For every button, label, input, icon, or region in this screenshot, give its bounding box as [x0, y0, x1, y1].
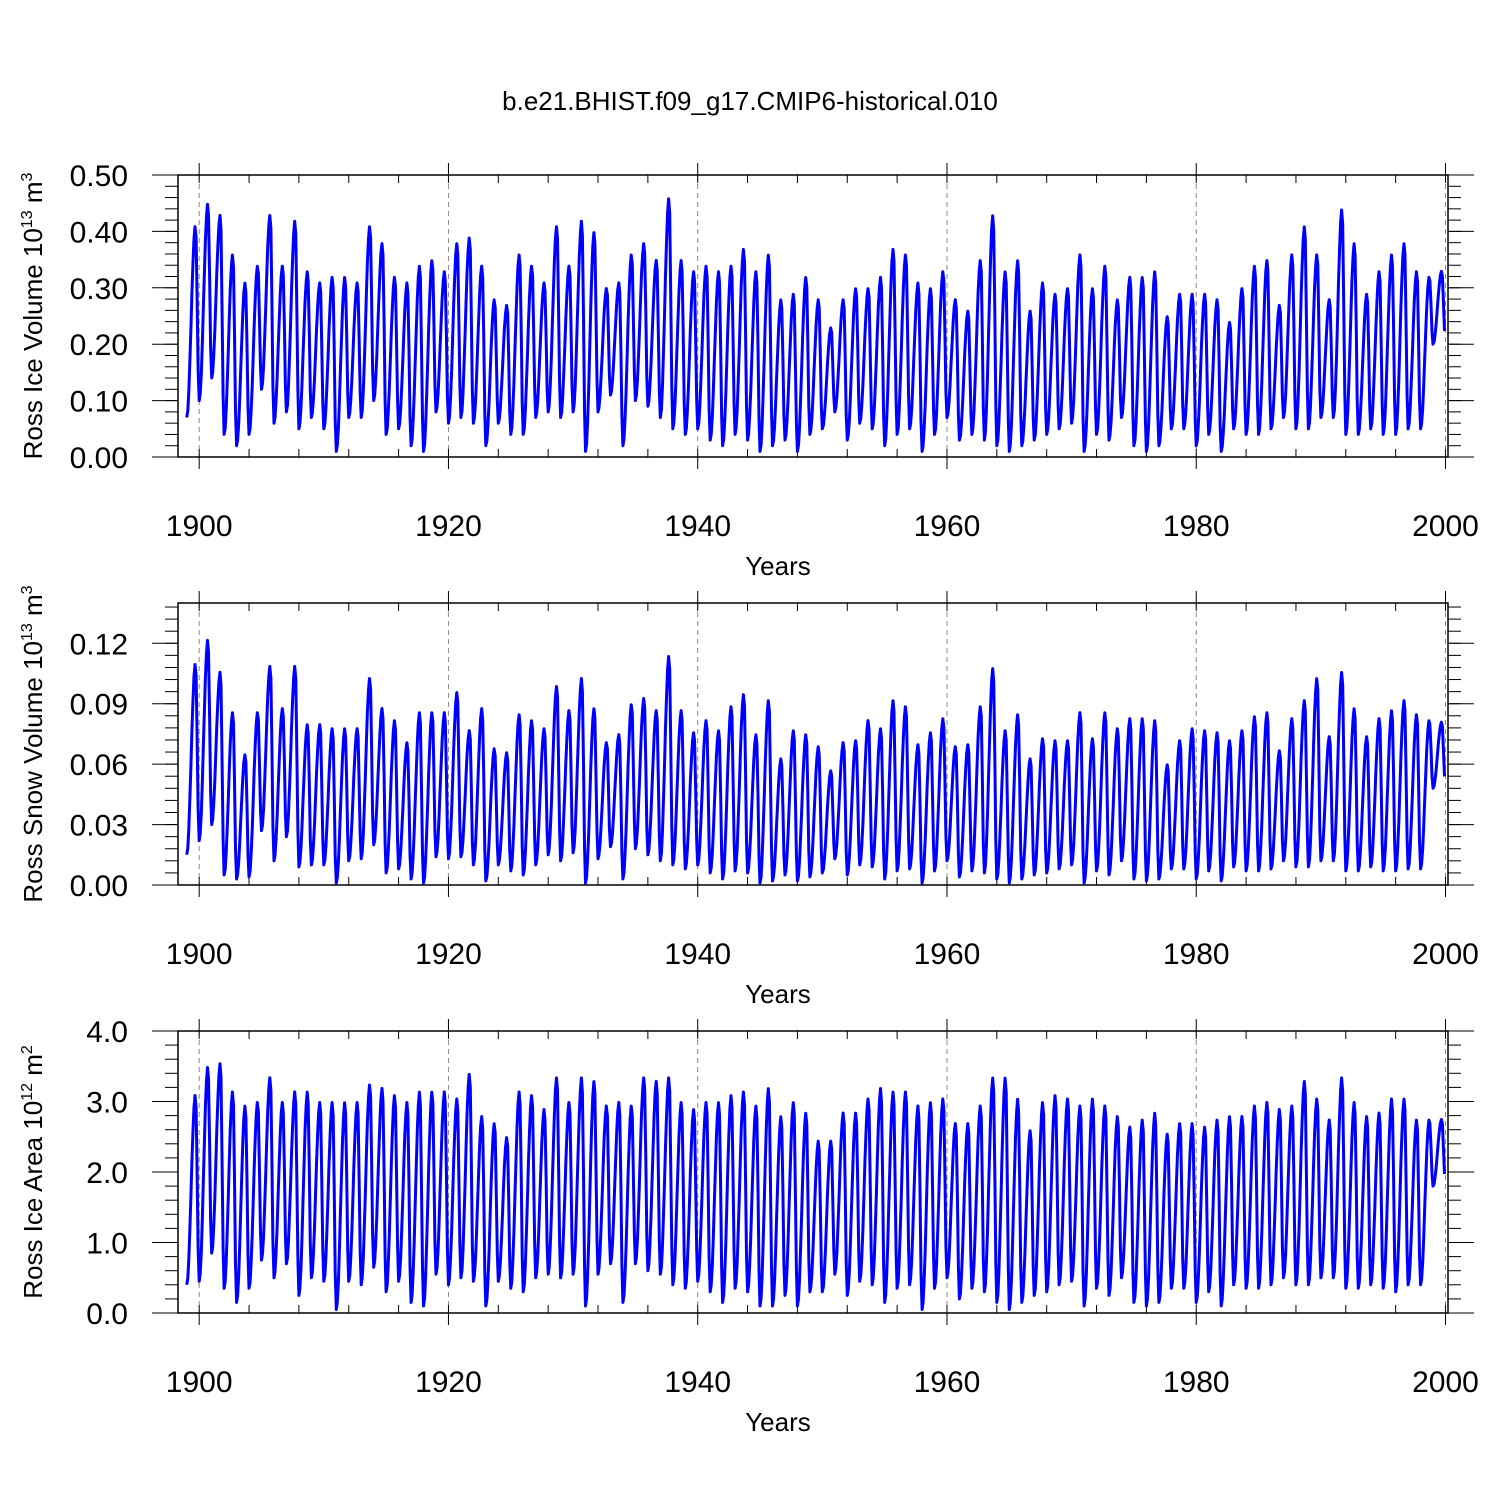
plot-frame: [177, 1030, 1449, 1314]
y-tick-label: 0.12: [70, 628, 128, 661]
y-tick-label: 0.10: [70, 386, 128, 419]
y-tick-label: 0.30: [70, 273, 128, 306]
y-tick-label: 0.00: [70, 870, 128, 903]
series-line-snow-volume: [185, 638, 1446, 885]
x-tick-label: 1900: [166, 938, 233, 971]
y-tick-label: 1.0: [86, 1228, 128, 1261]
x-tick-label: 1960: [914, 510, 981, 543]
y-tick-label: 0.03: [70, 810, 128, 843]
x-axis-label: Years: [745, 979, 811, 1009]
plot-frame: [177, 174, 1449, 458]
plot-frame: [177, 602, 1449, 886]
x-tick-label: 1960: [914, 1366, 981, 1399]
y-axis-label: Ross Ice Area 1012 m2: [18, 1045, 48, 1299]
x-tick-label: 1940: [664, 510, 731, 543]
series-line-ice-volume: [185, 197, 1446, 453]
y-tick-label: 0.20: [70, 329, 128, 362]
y-tick-label: 3.0: [86, 1087, 128, 1120]
y-tick-label: 0.00: [70, 442, 128, 475]
y-tick-label: 4.0: [86, 1016, 128, 1049]
series-line-ice-area: [185, 1062, 1446, 1311]
x-tick-label: 1980: [1163, 938, 1230, 971]
panel-ice-area: 1900 1920 1940 1960 1980 2000 0.0 1.0 2.0 3.0 4.0 Y…: [18, 1016, 1479, 1437]
y-tick-label: 0.50: [70, 160, 128, 193]
panel-ice-volume: 1900 1920 1940 1960 1980 2000 0.00 0.10 0.20 0.30…: [18, 160, 1479, 581]
x-tick-label: 1920: [415, 1366, 482, 1399]
x-axis-label: Years: [745, 1407, 811, 1437]
x-tick-label: 2000: [1412, 510, 1479, 543]
x-tick-label: 1940: [664, 938, 731, 971]
x-tick-label: 1980: [1163, 1366, 1230, 1399]
x-axis-label: Years: [745, 551, 811, 581]
x-tick-label: 1960: [914, 938, 981, 971]
y-tick-label: 0.40: [70, 216, 128, 249]
x-tick-label: 2000: [1412, 1366, 1479, 1399]
y-tick-label: 0.06: [70, 749, 128, 782]
figure-title: b.e21.BHIST.f09_g17.CMIP6-historical.010: [502, 86, 998, 116]
x-tick-label: 1900: [166, 510, 233, 543]
x-tick-label: 1980: [1163, 510, 1230, 543]
x-tick-label: 1900: [166, 1366, 233, 1399]
y-tick-label: 0.09: [70, 689, 128, 722]
x-tick-label: 1920: [415, 938, 482, 971]
x-tick-label: 2000: [1412, 938, 1479, 971]
x-tick-label: 1940: [664, 1366, 731, 1399]
y-axis-label: Ross Snow Volume 1013 m3: [18, 585, 48, 902]
x-tick-label: 1920: [415, 510, 482, 543]
y-axis-label: Ross Ice Volume 1013 m3: [18, 172, 48, 459]
panel-snow-volume: 1900 1920 1940 1960 1980 2000 0.00 0.03 0.06 0.09…: [18, 585, 1479, 1009]
y-tick-label: 2.0: [86, 1157, 128, 1190]
y-tick-label: 0.0: [86, 1298, 128, 1331]
